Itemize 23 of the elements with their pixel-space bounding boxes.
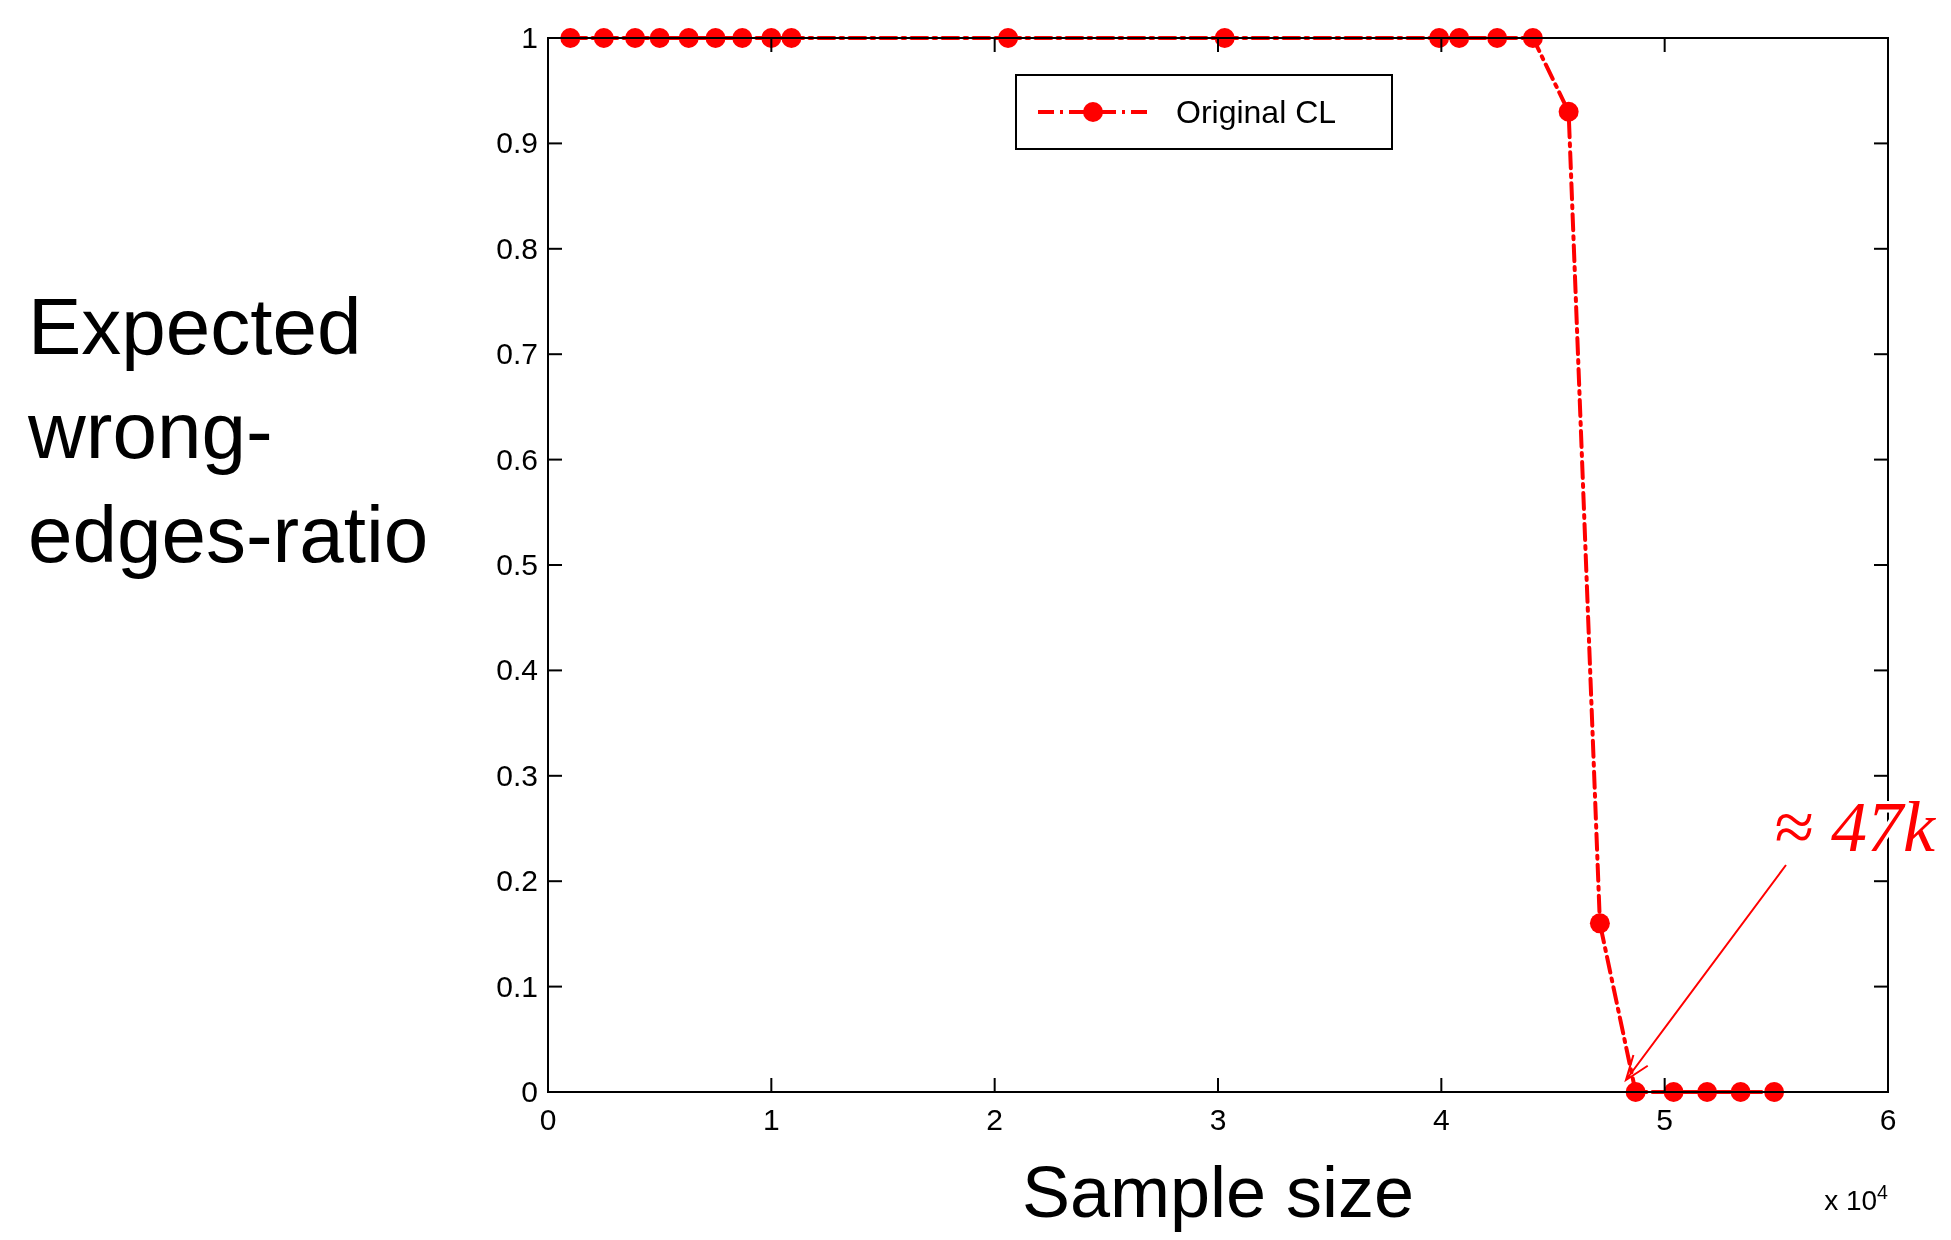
y-tick-label: 0.5	[496, 548, 538, 581]
y-tick-label: 0.8	[496, 231, 538, 265]
x-tick-label: 6	[1879, 1103, 1897, 1136]
y-tick-label: 0.9	[496, 126, 538, 160]
y-tick-label: 0.4	[496, 653, 538, 687]
y-tick-label: 1	[521, 21, 538, 54]
point	[1558, 101, 1579, 122]
y-tick-label: 0.1	[496, 969, 538, 1003]
y-tick-label: 0.7	[496, 337, 538, 371]
y-tick-label: 0	[521, 1075, 538, 1108]
text: x 10$^{4}$	[1824, 1181, 1889, 1216]
x-tick-label: 4	[1432, 1103, 1450, 1136]
x-tick-label: 3	[1209, 1103, 1227, 1136]
point	[1589, 913, 1610, 934]
y-axis-title: Expected wrong-edges-ratio	[27, 282, 429, 579]
x-tick-label: 5	[1656, 1103, 1674, 1136]
y-tick-label: 0.6	[496, 442, 538, 476]
x-axis-title: Sample size	[1021, 1152, 1415, 1232]
y-tick-label: 0.3	[496, 758, 538, 792]
x-tick-label: 2	[986, 1103, 1004, 1136]
y-tick-label: 0.2	[496, 864, 538, 898]
legend-label: Original CL	[1176, 94, 1337, 130]
x-tick-label: 1	[762, 1103, 780, 1136]
